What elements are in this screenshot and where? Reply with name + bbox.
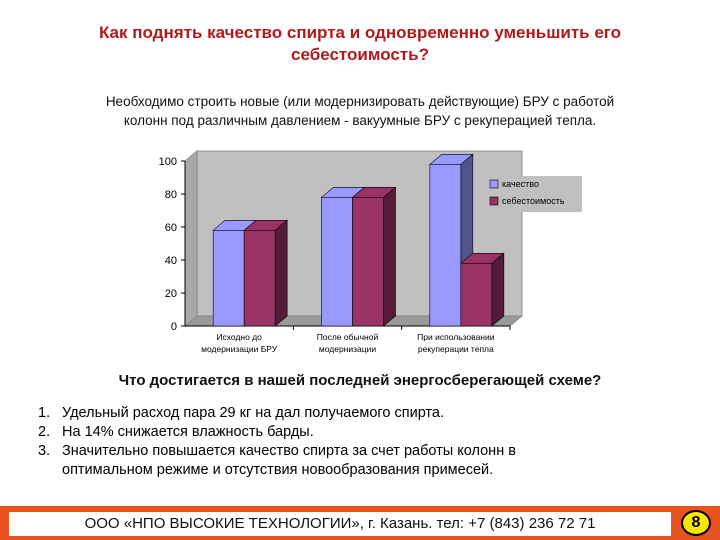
y-tick-label: 60 xyxy=(165,222,177,234)
list-item: 2. На 14% снижается влажность барды. xyxy=(32,423,692,442)
page-number-badge: 8 xyxy=(681,510,711,536)
list-item-text: Значительно повышается качество спирта з… xyxy=(62,443,516,459)
legend-label: качество xyxy=(502,179,539,189)
bar xyxy=(212,230,245,327)
bar xyxy=(321,196,353,327)
y-tick-label: 80 xyxy=(165,189,177,201)
bar xyxy=(460,263,493,327)
slide-title: Как поднять качество спирта и одновремен… xyxy=(0,22,720,66)
bar xyxy=(429,163,462,327)
slide-title-line: себестоимость? xyxy=(291,45,429,64)
bar xyxy=(352,196,384,327)
x-tick-label: рекуперации тепла xyxy=(418,344,494,354)
legend-swatch xyxy=(489,179,499,189)
subtitle-line: Необходимо строить новые (или модернизир… xyxy=(105,94,615,109)
subtitle-line: колонн под различным давлением - вакуумн… xyxy=(123,113,597,128)
question-heading: Что достигается в нашей последней энерго… xyxy=(118,372,602,389)
y-tick-label: 0 xyxy=(171,321,177,333)
footer-text: ООО «НПО ВЫСОКИЕ ТЕХНОЛОГИИ», г. Казань.… xyxy=(8,511,672,537)
bar xyxy=(243,230,276,327)
x-tick-label: После обычной xyxy=(317,332,379,342)
legend-box xyxy=(486,176,582,212)
list-item-number: 1. xyxy=(38,405,51,421)
footer-bar: ООО «НПО ВЫСОКИЕ ТЕХНОЛОГИИ», г. Казань.… xyxy=(0,506,720,540)
legend-swatch xyxy=(489,196,499,206)
slide-subtitle: Необходимо строить новые (или модернизир… xyxy=(40,92,680,130)
list-item-number: 2. xyxy=(38,424,51,440)
list-item-number: 3. xyxy=(38,443,51,459)
slide-title-line: Как поднять качество спирта и одновремен… xyxy=(98,23,622,42)
results-list: 1. Удельный расход пара 29 кг на дал пол… xyxy=(32,404,692,480)
y-tick-label: 100 xyxy=(159,156,177,168)
y-tick-label: 20 xyxy=(165,288,177,300)
bar-side xyxy=(383,186,396,327)
list-item-text: На 14% снижается влажность барды. xyxy=(62,424,314,440)
x-tick-label: При использовании xyxy=(417,332,495,342)
x-tick-label: модернизации xyxy=(319,344,376,354)
list-item-text: Удельный расход пара 29 кг на дал получа… xyxy=(62,405,445,421)
x-tick-label: модернизации БРУ xyxy=(201,344,278,354)
y-tick-label: 40 xyxy=(165,255,177,267)
bar-side xyxy=(274,219,288,327)
bar-chart: 0 20 40 60 80 100 Исходно до модернизации БРУ По… xyxy=(159,150,582,354)
legend-label: себестоимость xyxy=(502,196,565,206)
list-item: 1. Удельный расход пара 29 кг на дал пол… xyxy=(32,404,692,423)
plot-side-wall xyxy=(184,150,198,327)
bar-side xyxy=(491,252,505,327)
list-item: 3. Значительно повышается качество спирт… xyxy=(32,442,692,480)
list-item-text: оптимальном режиме и отсутствия новообра… xyxy=(62,462,494,478)
x-tick-label: Исходно до xyxy=(216,332,262,342)
